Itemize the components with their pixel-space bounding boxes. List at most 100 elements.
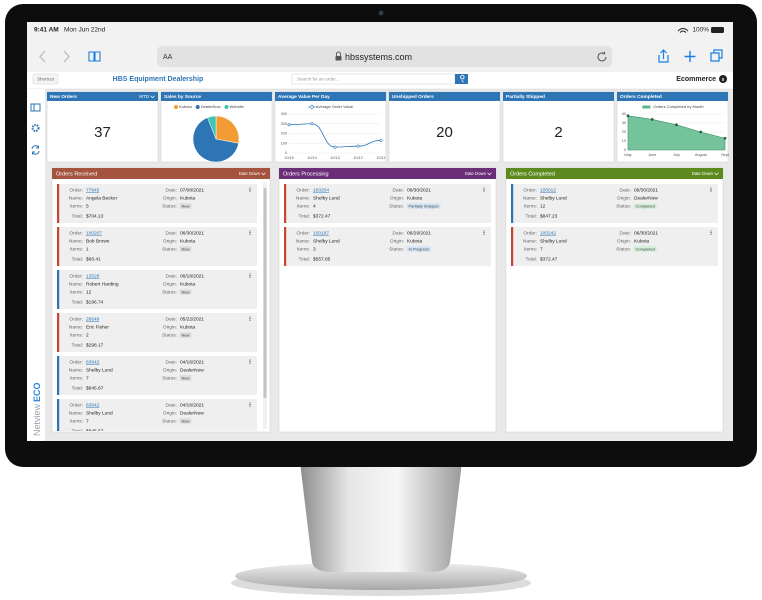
order-link[interactable]: 100204 xyxy=(313,187,329,193)
menu-dot[interactable] xyxy=(710,232,712,234)
field-label: Date: xyxy=(620,230,631,236)
status-text: In Progress xyxy=(409,246,429,251)
menu-dot[interactable] xyxy=(483,190,485,192)
order-link[interactable]: 100242 xyxy=(540,230,556,236)
new-tab-button[interactable] xyxy=(684,51,696,62)
scrollbar-thumb[interactable] xyxy=(263,188,267,398)
order-link[interactable]: 26649 xyxy=(86,316,100,322)
menu-dot[interactable] xyxy=(483,232,485,234)
menu-dot[interactable] xyxy=(249,359,251,361)
sort-control[interactable]: Date Down xyxy=(239,171,261,176)
back-button[interactable] xyxy=(39,50,46,63)
menu-dot[interactable] xyxy=(249,318,251,320)
sort-chevron[interactable] xyxy=(487,172,492,176)
menu-dot[interactable] xyxy=(710,187,712,189)
order-card[interactable] xyxy=(57,313,257,352)
menu-dot[interactable] xyxy=(249,316,251,318)
field-date: 07/08/2021 xyxy=(180,187,204,193)
menu-dot[interactable] xyxy=(483,189,485,191)
order-link[interactable]: 77845 xyxy=(86,187,100,193)
menu-dot[interactable] xyxy=(710,230,712,232)
sort-control[interactable]: Date Down xyxy=(692,171,714,176)
menu-dot[interactable] xyxy=(249,187,251,189)
text-size-button[interactable]: AA xyxy=(163,54,173,61)
shortcut-label[interactable]: Shortcut xyxy=(37,76,55,81)
field-label: Name: xyxy=(69,410,83,416)
menu-dot[interactable] xyxy=(710,190,712,192)
menu-dot[interactable] xyxy=(483,187,485,189)
order-link[interactable]: 100197 xyxy=(313,230,329,236)
menu-dot[interactable] xyxy=(249,230,251,232)
field-label: Name: xyxy=(69,238,83,244)
field-total: $196.74 xyxy=(86,299,104,305)
field-label: Order: xyxy=(296,230,310,236)
menu-dot[interactable] xyxy=(483,230,485,232)
field-items: 7 xyxy=(540,246,543,252)
forward-button[interactable] xyxy=(63,50,70,63)
field-label: Order: xyxy=(523,230,537,236)
order-accent xyxy=(511,227,514,266)
field-label: Name: xyxy=(296,238,310,244)
menu-dot[interactable] xyxy=(249,361,251,363)
status-text: New xyxy=(182,375,190,380)
menu-dot[interactable] xyxy=(249,190,251,192)
sort-chevron[interactable] xyxy=(714,172,719,176)
order-card[interactable] xyxy=(511,227,718,266)
order-card[interactable] xyxy=(57,399,257,438)
order-card[interactable] xyxy=(284,184,491,223)
tabs-button[interactable] xyxy=(710,49,723,62)
line-point xyxy=(356,144,360,148)
menu-dot[interactable] xyxy=(249,189,251,191)
field-label: Status: xyxy=(162,332,177,338)
menu-dot[interactable] xyxy=(249,402,251,404)
status-badge xyxy=(406,203,441,209)
field-label: Date: xyxy=(166,273,177,279)
menu-dot[interactable] xyxy=(249,275,251,277)
bookmarks-button[interactable] xyxy=(88,51,101,62)
field-label: Date: xyxy=(393,230,404,236)
order-card[interactable] xyxy=(57,184,257,223)
order-card[interactable] xyxy=(57,270,257,309)
pie-slice xyxy=(192,117,239,163)
menu-dot[interactable] xyxy=(249,232,251,234)
menu-dot[interactable] xyxy=(249,273,251,275)
kpi-filter[interactable]: MTD xyxy=(139,94,149,99)
share-button[interactable] xyxy=(658,49,669,63)
order-link[interactable]: 105012 xyxy=(540,187,556,193)
sort-chevron[interactable] xyxy=(261,172,266,176)
order-link[interactable]: 100207 xyxy=(86,230,102,236)
menu-dot[interactable] xyxy=(249,362,251,364)
dashboard-nav[interactable] xyxy=(30,103,41,112)
shortcut-button[interactable] xyxy=(32,73,59,85)
menu-dot[interactable] xyxy=(249,276,251,278)
menu-dot[interactable] xyxy=(483,233,485,235)
filter-chevron[interactable] xyxy=(150,95,155,99)
order-link[interactable]: 83642 xyxy=(86,402,100,408)
menu-dot[interactable] xyxy=(249,319,251,321)
reload-button[interactable] xyxy=(597,51,607,62)
x-tick-label: 10/13 xyxy=(330,156,340,160)
order-card[interactable] xyxy=(284,227,491,266)
menu-dot[interactable] xyxy=(710,189,712,191)
info-icon-bar xyxy=(722,78,724,81)
menu-dot[interactable] xyxy=(249,404,251,406)
refresh-nav[interactable] xyxy=(31,145,40,155)
url-bar[interactable] xyxy=(157,46,612,67)
settings-nav[interactable] xyxy=(31,124,40,132)
order-link[interactable]: 83642 xyxy=(86,359,100,365)
field-total: $704.13 xyxy=(86,213,104,219)
sort-control[interactable]: Date Down xyxy=(465,171,487,176)
menu-dot[interactable] xyxy=(249,405,251,407)
menu-dot[interactable] xyxy=(710,233,712,235)
order-card[interactable] xyxy=(57,356,257,395)
y-tick-label: 0 xyxy=(624,148,626,152)
order-accent xyxy=(57,356,60,395)
y-tick-label: 30 xyxy=(622,121,626,125)
order-card[interactable] xyxy=(57,227,257,266)
status-text: Partially Shipped xyxy=(409,203,439,208)
menu-dot[interactable] xyxy=(249,233,251,235)
search-placeholder[interactable]: Search for an order... xyxy=(297,76,339,81)
area-series xyxy=(627,115,726,151)
order-card[interactable] xyxy=(511,184,718,223)
order-link[interactable]: 13528 xyxy=(86,273,100,279)
